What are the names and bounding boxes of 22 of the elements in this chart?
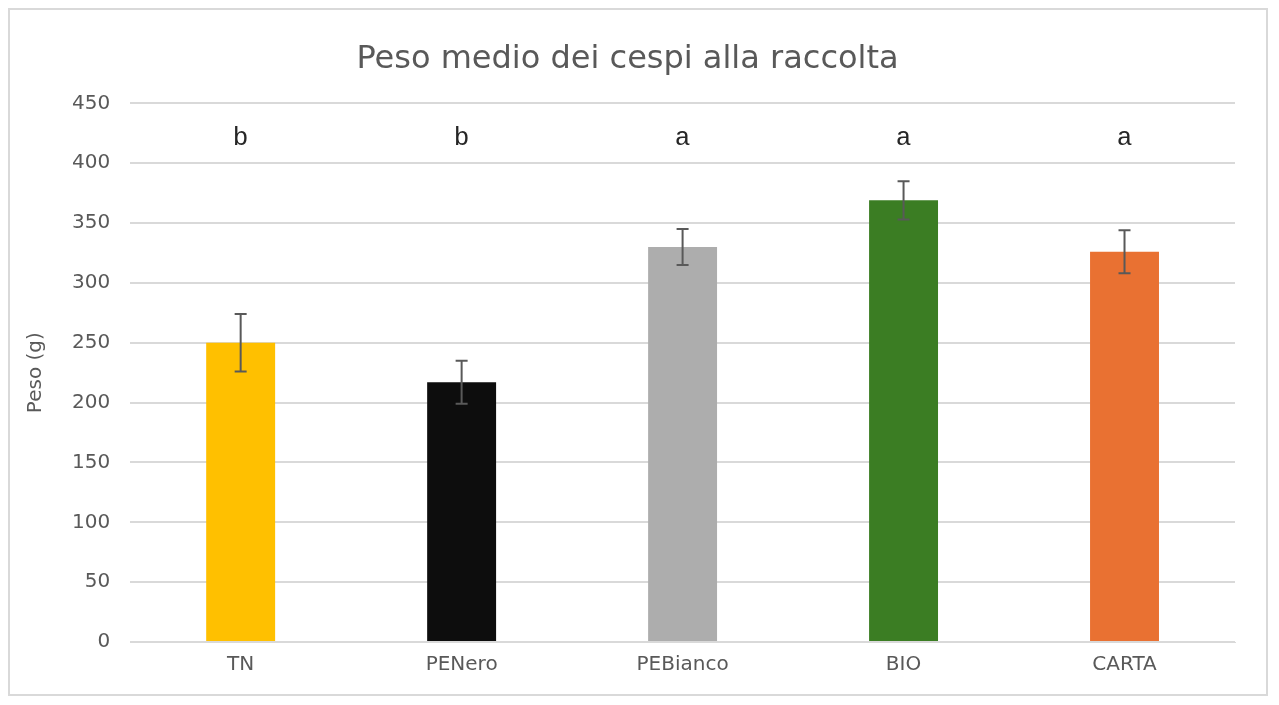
y-tick-label: 250 [71,328,111,353]
chart-title: Peso medio dei cespi alla raccolta [356,37,899,76]
annotation: b [232,123,249,154]
annotation: a [895,123,912,154]
x-tick-label: BIO [885,651,922,676]
annotation: b [453,123,470,154]
y-tick-label: 200 [71,388,111,413]
y-tick-label: 450 [71,89,111,114]
y-axis-title: Peso (g) [22,332,47,414]
x-tick-label: PEBianco [636,651,729,676]
annotation: a [1116,123,1133,154]
y-tick-label: 300 [71,269,111,294]
y-tick-label: 0 [97,628,111,653]
y-tick-label: 400 [71,149,111,174]
y-tick-label: 50 [84,568,111,593]
x-tick-label: CARTA [1092,651,1158,676]
y-tick-label: 100 [71,508,111,533]
x-tick-label: PENero [425,651,498,676]
y-tick-label: 350 [71,209,111,234]
annotation: a [674,123,691,154]
y-tick-label: 150 [71,448,111,473]
x-tick-label: TN [226,651,255,676]
